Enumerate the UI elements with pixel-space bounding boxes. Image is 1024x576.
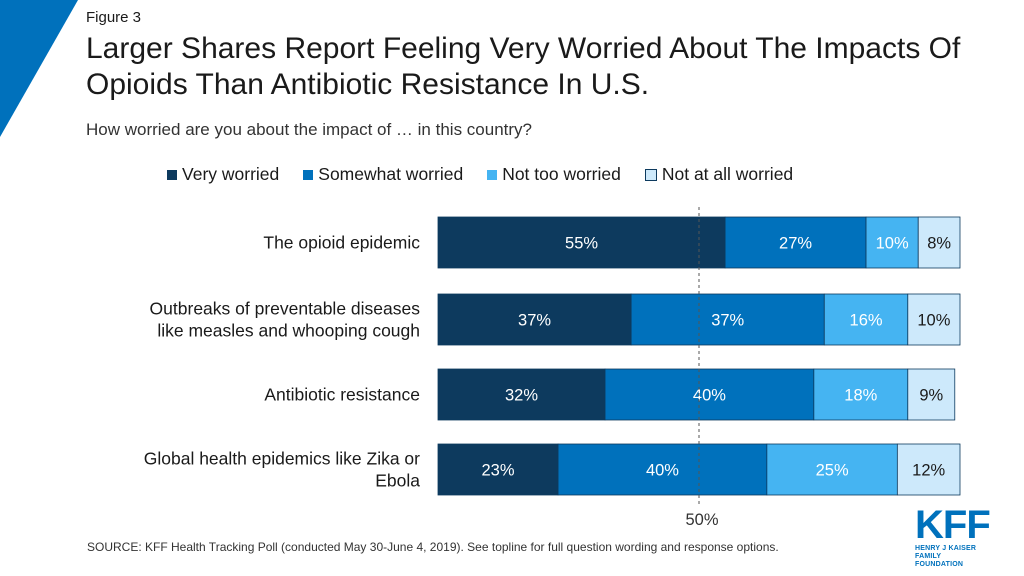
category-label: Global health epidemics like Zika or <box>144 449 420 469</box>
kff-logo: KFF HENRY J KAISER FAMILY FOUNDATION <box>915 503 991 568</box>
legend-label: Not too worried <box>502 164 621 184</box>
legend-item-3: Not at all worried <box>644 164 794 185</box>
data-label: 37% <box>711 312 744 330</box>
category-label: Antibiotic resistance <box>264 385 420 405</box>
category-label: The opioid epidemic <box>263 233 420 253</box>
bar-segment <box>907 293 961 346</box>
legend-swatch <box>303 169 314 180</box>
chart-subtitle: How worried are you about the impact of … <box>86 120 532 139</box>
data-label: 55% <box>565 235 598 253</box>
legend-swatch <box>167 169 177 180</box>
bar-segment <box>557 443 768 496</box>
bar-segment <box>766 443 898 496</box>
data-label: 10% <box>876 235 909 253</box>
data-label: 10% <box>917 312 950 330</box>
source-note: SOURCE: KFF Health Tracking Poll (conduc… <box>87 540 779 554</box>
logo-line-1: HENRY J KAISER <box>915 545 977 552</box>
data-label: 12% <box>912 462 945 480</box>
data-label: 23% <box>482 462 515 480</box>
legend-item-2: Not too worried <box>487 164 621 185</box>
legend-swatch <box>644 168 657 181</box>
category-label: Ebola <box>375 471 420 491</box>
data-label: 8% <box>927 235 951 253</box>
logo-line-2: FAMILY FOUNDATION <box>915 553 964 568</box>
data-label: 9% <box>919 387 943 405</box>
chart-legend: Very worried Somewhat worried Not too worr… <box>167 164 817 185</box>
legend-item-0: Very worried <box>167 164 279 185</box>
bar-segment <box>604 368 815 421</box>
logo-wordmark: KFF <box>915 503 991 547</box>
bar-segment <box>630 293 825 346</box>
bar-segment <box>724 216 867 269</box>
data-label: 37% <box>518 312 551 330</box>
bar-segment <box>437 216 726 269</box>
legend-label: Not at all worried <box>661 164 794 184</box>
corner-accent <box>0 0 78 137</box>
figure-label: Figure 3 <box>86 9 142 26</box>
chart-title: Larger Shares Report Feeling Very Worrie… <box>86 32 961 101</box>
category-label: Outbreaks of preventable diseases <box>150 299 421 319</box>
data-label: 27% <box>779 235 812 253</box>
legend-label: Somewhat worried <box>318 164 464 184</box>
legend-swatch <box>487 169 498 180</box>
bar-segment <box>823 293 909 346</box>
data-label: 18% <box>844 387 877 405</box>
corner-triangle <box>0 0 78 137</box>
data-label: 32% <box>505 387 538 405</box>
category-label: like measles and whooping cough <box>157 321 420 341</box>
reference-line-label: 50% <box>685 511 718 529</box>
data-label: 16% <box>850 312 883 330</box>
bar-segment <box>917 216 961 269</box>
legend-label: Very worried <box>182 164 280 184</box>
data-label: 40% <box>646 462 679 480</box>
legend-item-1: Somewhat worried <box>303 164 463 185</box>
bar-segment <box>896 443 961 496</box>
bar-segment <box>437 368 606 421</box>
bar-segment <box>907 368 956 421</box>
bar-segment <box>437 293 632 346</box>
data-label: 25% <box>816 462 849 480</box>
data-label: 40% <box>693 387 726 405</box>
